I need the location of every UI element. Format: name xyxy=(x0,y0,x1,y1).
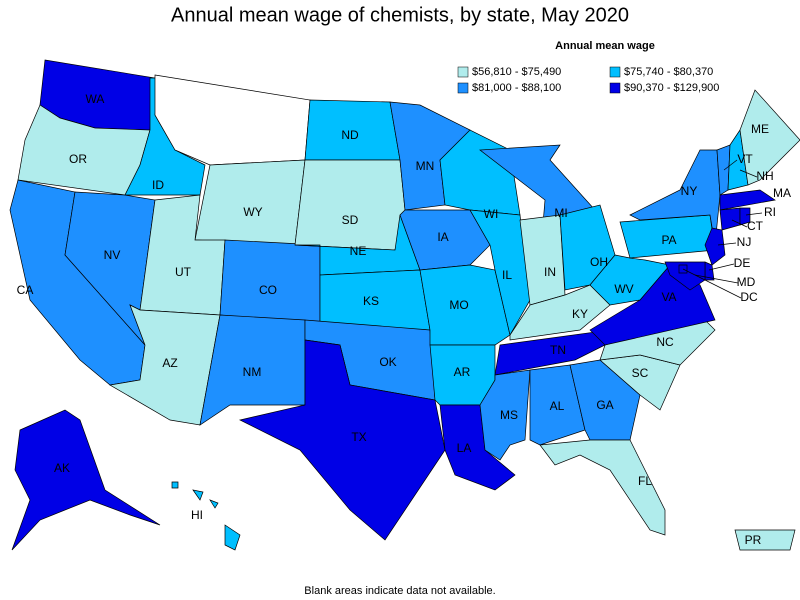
state xyxy=(194,159,306,246)
state-label: MD xyxy=(737,275,756,289)
state-label: VA xyxy=(661,290,676,304)
state-label: TN xyxy=(550,343,566,357)
state-label: FL xyxy=(638,474,652,488)
state-label: ND xyxy=(341,128,359,142)
state-label: MI xyxy=(554,206,567,220)
state xyxy=(704,227,726,266)
state-label: WI xyxy=(484,207,499,221)
state-label: DC xyxy=(740,290,758,304)
state xyxy=(294,159,406,251)
legend-swatch xyxy=(609,82,621,94)
state xyxy=(171,481,241,551)
footnote: Blank areas indicate data not available. xyxy=(304,585,495,597)
state-label: LA xyxy=(457,441,472,455)
labels: WA OR CA NV ID WY UT AZ CO NM ND SD NE KS OK TX MN IA MO AR… xyxy=(17,92,791,547)
state-label: ME xyxy=(751,122,769,136)
leader-line xyxy=(694,274,739,284)
legend-label: $56,810 - $75,490 xyxy=(472,66,561,78)
state-label: OH xyxy=(590,255,608,269)
state xyxy=(479,369,531,461)
state-label: MA xyxy=(773,186,791,200)
state xyxy=(494,329,611,376)
states xyxy=(9,59,800,551)
state-label: IL xyxy=(502,268,512,282)
state-label: GA xyxy=(596,398,613,412)
state-label: TX xyxy=(351,430,366,444)
state xyxy=(11,409,161,551)
state xyxy=(419,264,511,346)
state-label: NH xyxy=(756,169,773,183)
state-label: KY xyxy=(572,307,588,321)
state xyxy=(589,254,671,306)
state-label: SC xyxy=(632,366,649,380)
state-label: NV xyxy=(104,248,121,262)
state xyxy=(739,89,800,186)
state-label: IN xyxy=(544,265,556,279)
leader-line xyxy=(745,212,763,216)
state-label: PR xyxy=(745,533,762,547)
state-label: WV xyxy=(614,282,633,296)
state-label: WA xyxy=(86,92,105,106)
state-label: CA xyxy=(17,283,34,297)
state-label: NC xyxy=(656,335,674,349)
state xyxy=(664,261,706,291)
state xyxy=(539,439,666,536)
state xyxy=(719,189,776,211)
legend-title: Annual mean wage xyxy=(555,40,655,52)
leader-line xyxy=(708,263,735,271)
state xyxy=(199,314,306,426)
state-label: DE xyxy=(734,256,751,270)
legend-swatch xyxy=(609,66,621,78)
leader-line xyxy=(723,159,738,171)
state-label: NY xyxy=(681,184,698,198)
state-label: OK xyxy=(379,355,396,369)
leader-line xyxy=(682,268,742,299)
state xyxy=(154,74,311,166)
state-label: MO xyxy=(449,298,468,312)
state xyxy=(529,364,586,446)
state xyxy=(734,529,796,551)
state-label: CT xyxy=(747,219,764,233)
leader-line xyxy=(731,219,748,228)
state-label: RI xyxy=(764,205,776,219)
legend-swatch xyxy=(457,66,469,78)
state-label: ID xyxy=(152,178,164,192)
leader-line xyxy=(739,169,758,178)
state xyxy=(719,207,741,231)
legend-label: $90,370 - $129,900 xyxy=(624,82,719,94)
state-label: HI xyxy=(191,508,203,522)
state-label: MN xyxy=(416,159,435,173)
map-title: Annual mean wage of chemists, by state, … xyxy=(171,4,629,26)
leader-line xyxy=(717,242,737,246)
state-label: MS xyxy=(500,408,518,422)
state-label: NM xyxy=(243,365,262,379)
state-label: IA xyxy=(437,230,448,244)
legend-swatch xyxy=(457,82,469,94)
state-label: AL xyxy=(550,399,565,413)
state xyxy=(238,339,446,541)
legend-label: $81,000 - $88,100 xyxy=(472,82,561,94)
state-label: UT xyxy=(175,265,192,279)
state-label: PA xyxy=(661,233,676,247)
state-label: NJ xyxy=(737,235,752,249)
state-label: OR xyxy=(69,152,87,166)
state xyxy=(739,207,751,226)
state-label: AK xyxy=(54,461,70,475)
legend-label: $75,740 - $80,370 xyxy=(624,66,713,78)
state-label: NE xyxy=(350,244,367,258)
state-label: CO xyxy=(259,283,277,297)
state-label: SD xyxy=(342,213,359,227)
state-label: KS xyxy=(363,294,379,308)
state-label: AR xyxy=(454,365,471,379)
state-label: VT xyxy=(737,152,753,166)
state-label: WY xyxy=(243,205,262,219)
state-label: AZ xyxy=(162,356,177,370)
